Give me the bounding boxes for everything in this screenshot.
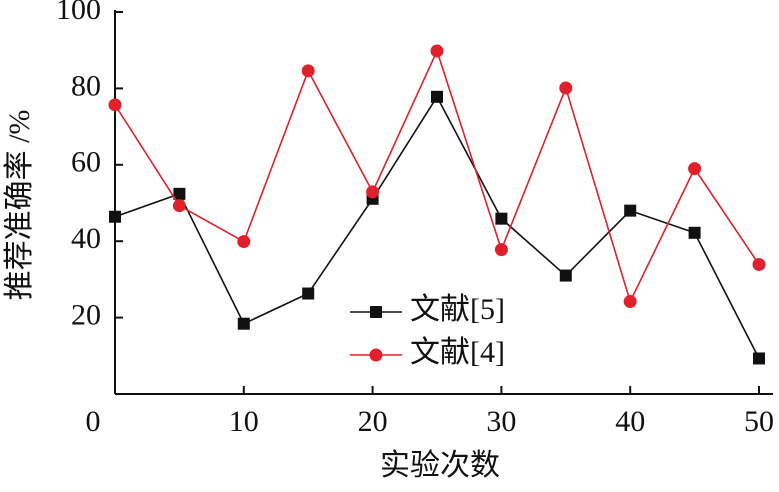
data-point — [237, 317, 250, 330]
y-tick-label: 40 — [71, 222, 101, 255]
data-point — [688, 226, 701, 239]
data-point — [495, 212, 508, 225]
x-tick-label: 0 — [86, 405, 101, 438]
y-axis-label: 推荐准确率 /% — [3, 110, 36, 301]
data-point — [559, 269, 572, 282]
y-tick-label: 60 — [71, 146, 101, 179]
data-point — [624, 204, 637, 217]
data-point — [109, 210, 121, 223]
data-point — [237, 235, 251, 249]
x-tick-label: 10 — [229, 405, 259, 438]
data-point — [559, 81, 573, 95]
data-point — [752, 258, 766, 272]
legend-label: 文献[5] — [410, 293, 505, 326]
legend-marker — [369, 348, 383, 362]
data-point — [301, 64, 315, 78]
x-tick-label: 40 — [615, 405, 645, 438]
series-line — [114, 48, 760, 304]
y-tick-label: 100 — [56, 0, 101, 26]
legend-label: 文献[4] — [410, 336, 505, 369]
y-tick-label: 80 — [71, 69, 101, 102]
data-point — [430, 44, 444, 58]
legend-marker — [370, 306, 382, 318]
x-tick-label: 20 — [358, 405, 388, 438]
data-point — [173, 187, 186, 200]
data-point — [431, 90, 443, 103]
data-point — [623, 295, 637, 309]
data-point — [172, 199, 186, 213]
data-point — [688, 162, 702, 176]
x-tick-label: 50 — [744, 405, 774, 438]
data-point — [108, 98, 122, 112]
data-point — [753, 352, 765, 365]
x-axis-label: 实验次数 — [380, 449, 500, 482]
data-point — [302, 287, 315, 300]
y-tick-label: 20 — [71, 298, 101, 331]
data-point — [366, 185, 380, 199]
data-point — [494, 243, 508, 257]
x-tick-label: 30 — [486, 405, 516, 438]
